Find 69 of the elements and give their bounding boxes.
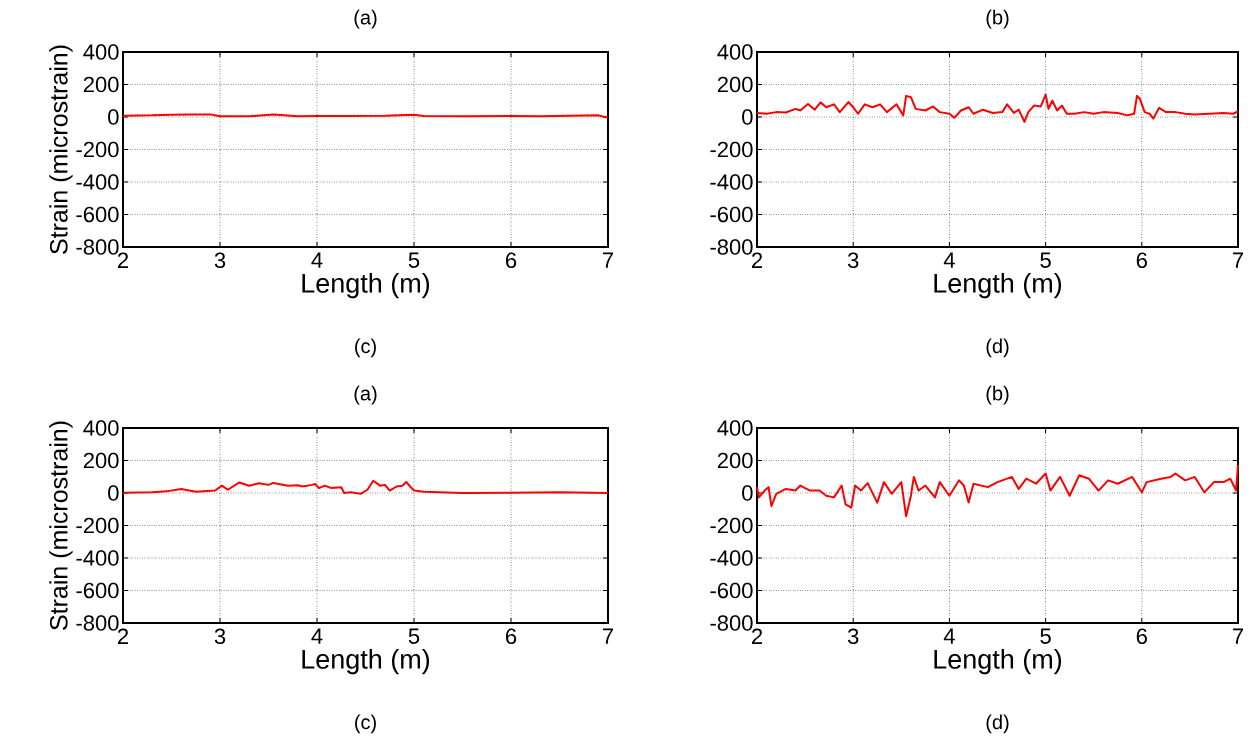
y-axis-title: Strain (microstrain) (49, 45, 73, 254)
x-tick-label: 6 (1136, 628, 1147, 645)
chart-title: (b) (986, 385, 1009, 405)
y-tick-label: -200 (76, 141, 119, 158)
y-axis-title: Strain (microstrain) (49, 421, 73, 630)
y-tick-label: 200 (717, 452, 753, 469)
x-tick-label: 7 (603, 628, 614, 644)
chart-title: (b) (986, 9, 1009, 29)
y-tick-label: -400 (76, 174, 119, 190)
y-tick-label: 0 (742, 109, 753, 125)
x-tick-label: 5 (1040, 628, 1051, 644)
y-tick-label: 200 (717, 76, 753, 93)
y-tick-label: -200 (76, 517, 119, 534)
x-tick-label: 4 (311, 628, 323, 644)
text: (c) (355, 714, 376, 734)
x-tick-label: 5 (1040, 252, 1051, 268)
text: (c) (355, 338, 376, 358)
y-tick-label: 400 (83, 420, 119, 436)
chart-title: (a) (354, 9, 377, 29)
y-tick-label: -600 (76, 582, 119, 599)
x-axis-title: Length (m) (302, 272, 430, 299)
x-axis-title: Length (m) (934, 648, 1062, 675)
y-tick-label: 0 (742, 485, 753, 501)
y-tick-label: -800 (710, 615, 753, 631)
x-tick-label: 4 (943, 252, 955, 268)
y-tick-label: -400 (710, 550, 753, 566)
x-tick-label: 3 (847, 628, 859, 645)
y-tick-label: 200 (83, 76, 119, 93)
x-tick-label: 6 (1136, 252, 1147, 269)
x-tick-label: 3 (214, 252, 226, 269)
x-tick-label: 2 (118, 252, 129, 268)
y-tick-label: 400 (717, 44, 753, 60)
x-tick-label: 7 (603, 252, 614, 268)
y-tick-label: 0 (108, 109, 119, 125)
y-tick-label: -400 (710, 174, 753, 190)
y-tick-label: -200 (710, 517, 753, 534)
y-tick-label: -800 (710, 239, 753, 255)
y-tick-label: -600 (710, 206, 753, 223)
y-tick-label: 400 (717, 420, 753, 436)
line-series (122, 479, 609, 495)
y-tick-label: -800 (76, 615, 119, 631)
x-tick-label: 2 (118, 628, 129, 644)
y-tick-label: 0 (108, 485, 119, 501)
x-tick-label: 4 (943, 628, 955, 644)
x-tick-label: 2 (752, 628, 763, 644)
y-tick-label: -600 (710, 582, 753, 599)
x-tick-label: 7 (1233, 628, 1244, 644)
y-tick-label: -600 (76, 206, 119, 223)
y-tick-label: -200 (710, 141, 753, 158)
chart-title: (a) (354, 385, 377, 405)
y-tick-label: -800 (76, 239, 119, 255)
line-series (756, 93, 1240, 123)
y-tick-label: 200 (83, 452, 119, 469)
x-tick-label: 6 (506, 628, 517, 645)
x-tick-label: 5 (408, 252, 420, 268)
x-tick-label: 6 (506, 252, 517, 269)
x-tick-label: 3 (847, 252, 859, 269)
x-tick-label: 7 (1233, 252, 1244, 268)
x-axis-title: Length (m) (302, 648, 430, 675)
x-tick-label: 2 (752, 252, 763, 268)
y-tick-label: 400 (83, 44, 119, 60)
x-tick-label: 3 (214, 628, 226, 645)
x-axis-title: Length (m) (934, 272, 1062, 299)
x-tick-label: 5 (408, 628, 420, 644)
text: (d) (986, 714, 1009, 734)
y-tick-label: -400 (76, 550, 119, 566)
x-tick-label: 4 (311, 252, 323, 268)
text: (d) (986, 338, 1009, 358)
line-series (756, 464, 1240, 518)
